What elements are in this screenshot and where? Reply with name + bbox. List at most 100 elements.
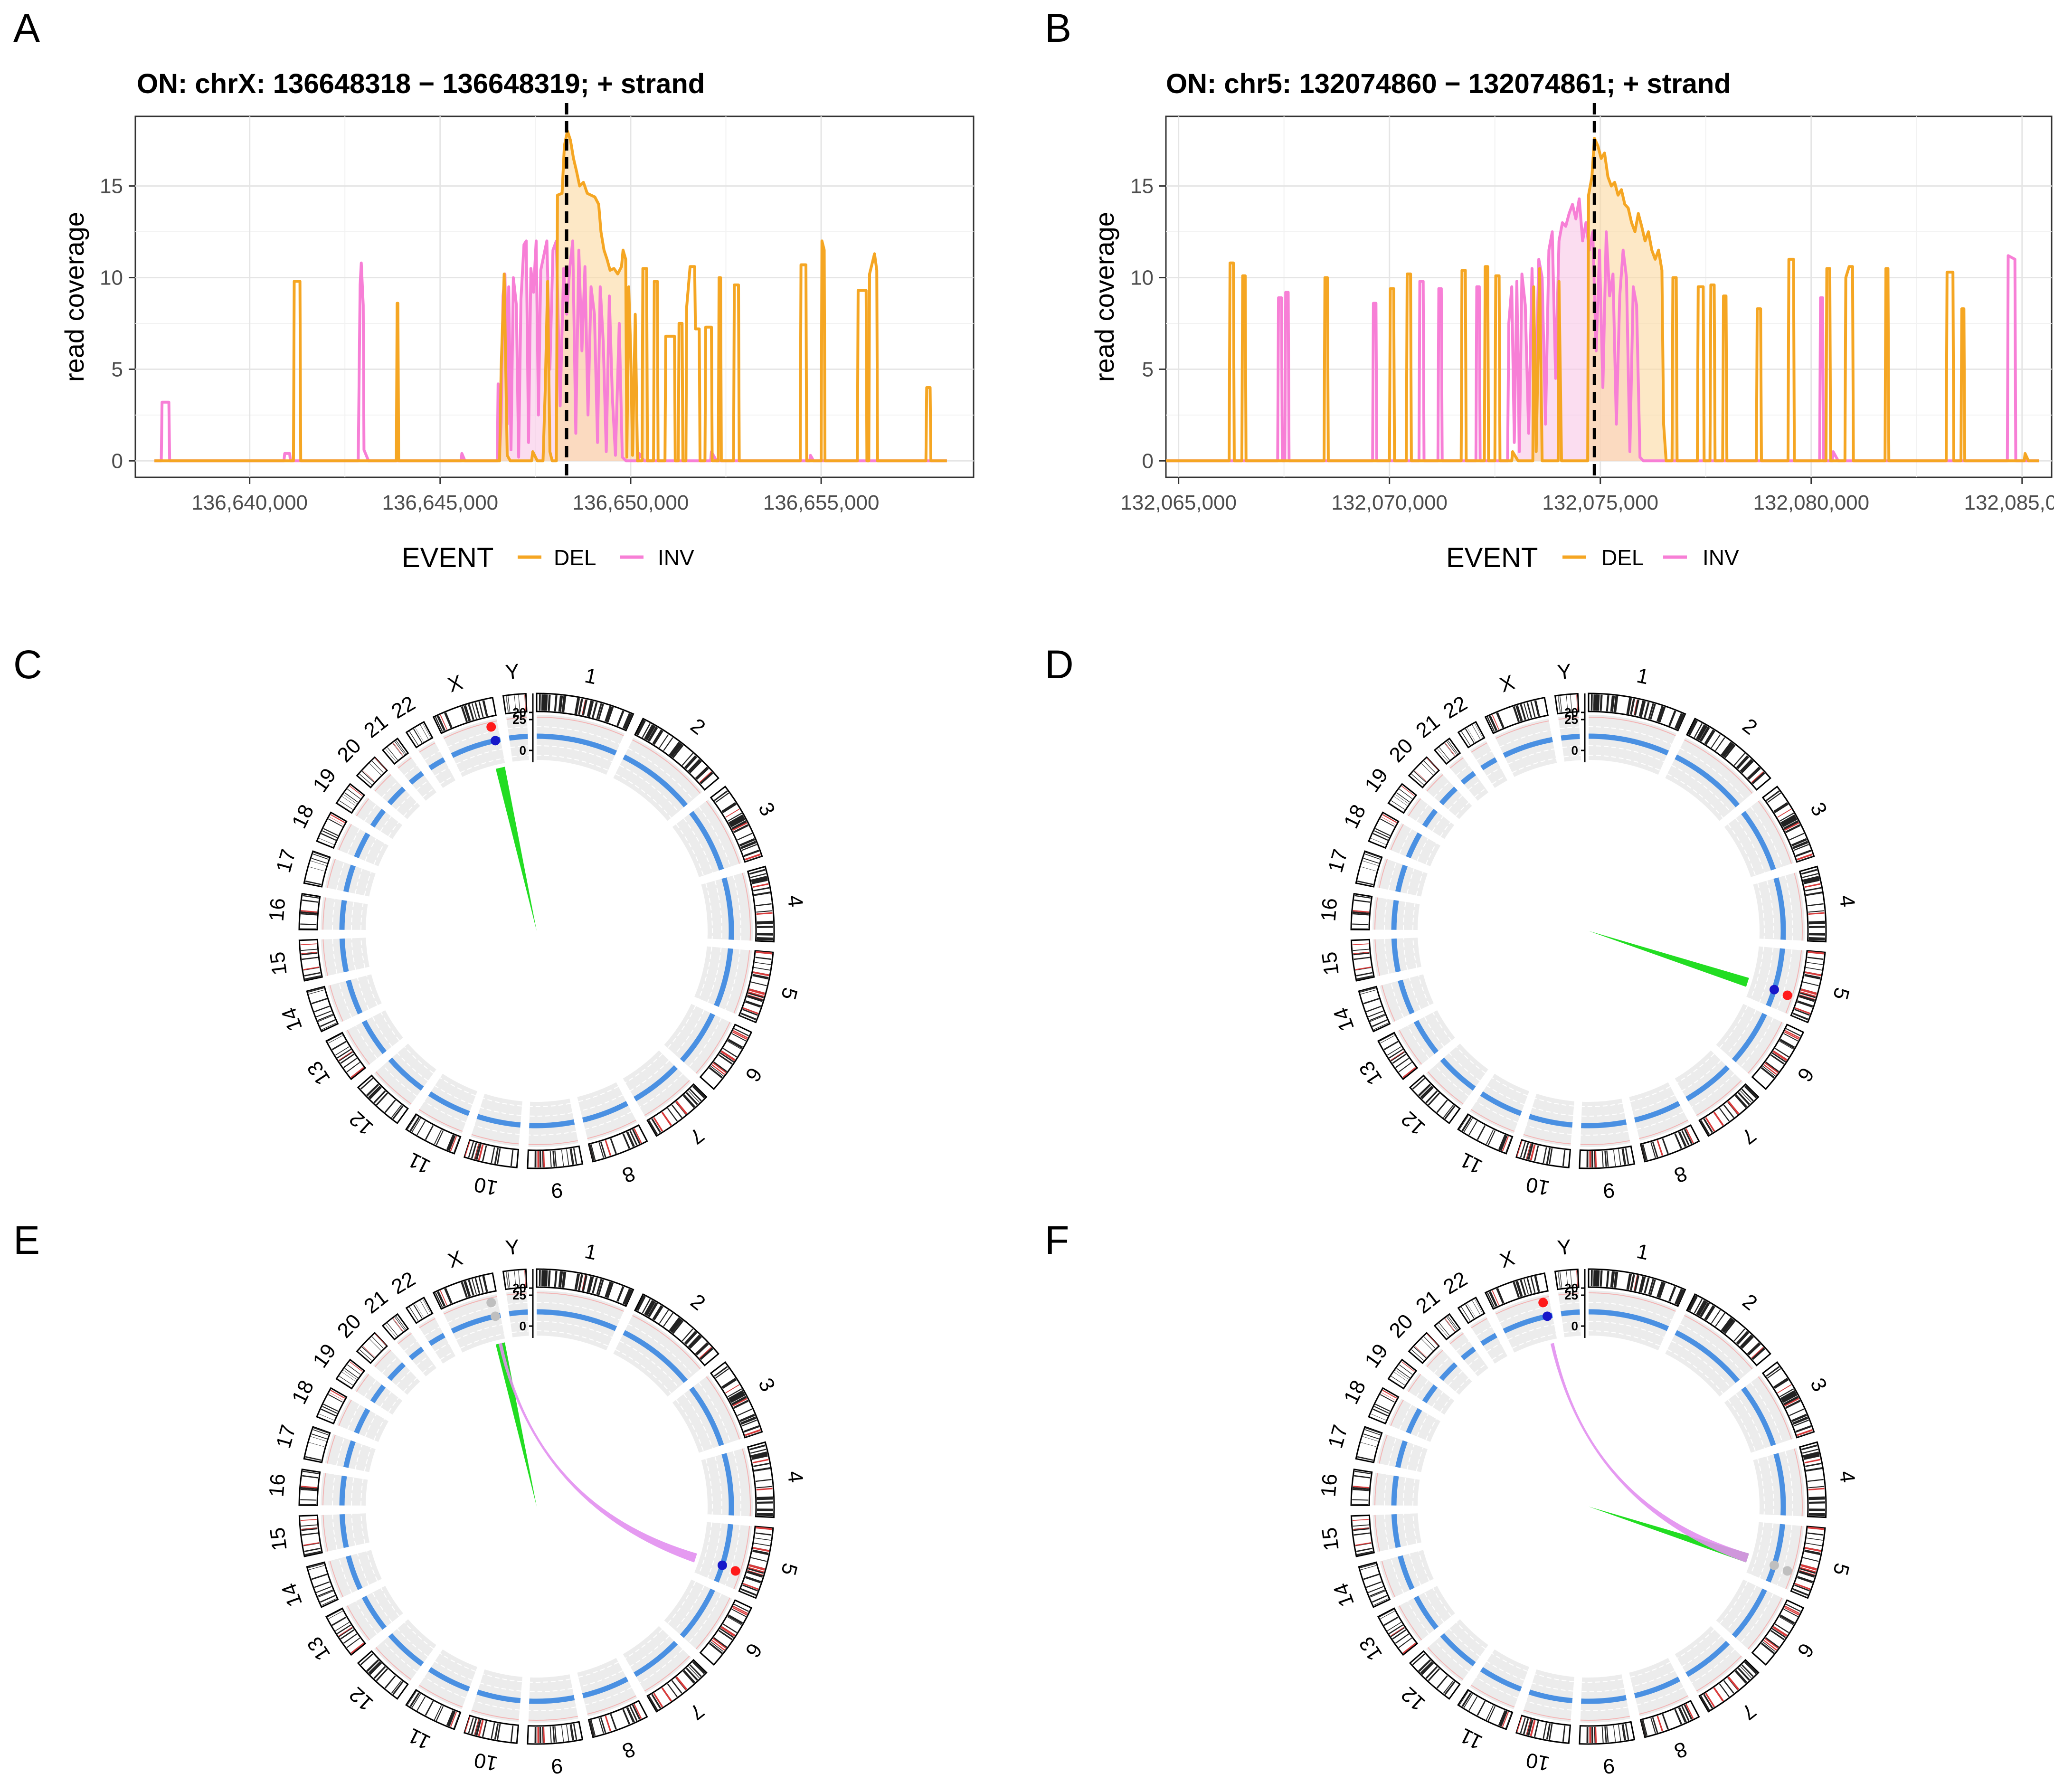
- circos-d-band: [1656, 1140, 1664, 1156]
- circos-e-band: [569, 1724, 573, 1741]
- circos-e-band: [632, 1705, 640, 1720]
- circos-c-red-track-line: [338, 824, 352, 851]
- circos-d-chrom-label: 8: [1671, 1161, 1690, 1187]
- circos-c-coverage-line: [476, 1114, 521, 1128]
- circos-c-band: [647, 726, 658, 742]
- circos-e-band: [359, 1349, 372, 1361]
- circos-e-band: [367, 1660, 379, 1672]
- circos-f-band: [1557, 1272, 1561, 1288]
- circos-e-track-gridline: [355, 1601, 378, 1635]
- circos-f-band: [1800, 1564, 1817, 1571]
- circos-e-band: [392, 1318, 403, 1332]
- circos-d-red-track-line: [1427, 1071, 1464, 1105]
- circos-d-ideogram: [1790, 950, 1826, 1024]
- circos-f-band: [1374, 1406, 1390, 1414]
- circos-d-band: [1419, 1084, 1431, 1097]
- circos-f-red-track-line: [1523, 1709, 1571, 1720]
- circos-d-band: [1354, 895, 1371, 899]
- plot-b-legend-label-del: DEL: [1601, 545, 1644, 570]
- circos-c-track-gridline: [530, 1112, 573, 1117]
- circos-f-chrom-label: X: [1497, 1246, 1517, 1273]
- circos-d-red-track-line: [1496, 720, 1549, 739]
- circos-e-band: [731, 1609, 747, 1617]
- circos-e-band: [732, 1607, 748, 1616]
- circos-c-chrom-15: 15: [265, 938, 370, 982]
- circos-e-track-gridline: [536, 1321, 613, 1338]
- circos-e-red-track-line: [375, 1647, 412, 1680]
- circos-d-band: [1747, 767, 1761, 780]
- circos-e-band: [685, 1668, 698, 1681]
- circos-c-track-gridline: [424, 750, 440, 761]
- circos-e-track-gridline: [683, 1394, 713, 1449]
- circos-d-band: [1389, 803, 1403, 813]
- circos-f-band: [1634, 1275, 1640, 1291]
- circos-d-band: [1425, 1090, 1438, 1103]
- circos-d-band: [1426, 1091, 1438, 1103]
- circos-d-track-gridline: [1682, 1060, 1722, 1091]
- circos-e-band: [721, 1377, 737, 1389]
- circos-d-band: [1520, 1142, 1525, 1158]
- circos-d-band: [1353, 912, 1369, 915]
- circos-c-band: [695, 767, 709, 780]
- circos-e-band: [305, 1456, 322, 1460]
- circos-e-band: [420, 1300, 429, 1315]
- circos-c-band: [675, 1100, 688, 1115]
- circos-e-point: [486, 1298, 496, 1308]
- circos-f-band: [1360, 1565, 1377, 1570]
- circos-c-chrom-11: 11: [404, 1073, 478, 1178]
- circos-d-coverage-line: [1561, 733, 1580, 741]
- circos-f-band: [1353, 1524, 1369, 1527]
- circos-d-track-gridline: [1406, 868, 1415, 894]
- circos-c-track-gridline: [474, 1125, 520, 1135]
- circos-c-coverage-line: [346, 979, 363, 1015]
- circos-e-coverage-line: [346, 1555, 363, 1590]
- circos-e-band: [549, 1726, 552, 1743]
- circos-c-band: [740, 1013, 757, 1021]
- circos-e-band: [322, 1406, 338, 1414]
- circos-e-band: [718, 1630, 733, 1640]
- circos-c-chrom-7: 7: [623, 1050, 709, 1149]
- circos-f-chrom-label: 19: [1360, 1340, 1392, 1372]
- circos-e-band: [740, 1416, 757, 1425]
- circos-e-band: [328, 1394, 343, 1403]
- plot-b-legend: EVENT DEL INV: [1446, 542, 1739, 573]
- circos-e-band: [321, 1408, 336, 1416]
- circos-f-band: [1656, 1716, 1664, 1732]
- circos-f-chrom-label: 14: [1329, 1580, 1359, 1610]
- circos-e-chrom-8: 8: [577, 1658, 648, 1763]
- circos-c-band: [725, 808, 740, 818]
- circos-f-band: [1526, 1719, 1532, 1735]
- circos-f-track-gridline: [1562, 1321, 1581, 1324]
- circos-c-band: [714, 790, 728, 801]
- circos-f-track-gridline: [1784, 1451, 1793, 1516]
- circos-d-band: [1530, 701, 1536, 718]
- circos-c-band: [711, 1064, 725, 1075]
- circos-d-red-track-line: [1758, 800, 1792, 864]
- circos-e-coverage-line: [428, 1333, 445, 1346]
- circos-d-red-track-line: [1580, 1140, 1630, 1146]
- circos-c-track-gridline: [380, 1012, 400, 1041]
- circos-f-track-bg: [1753, 1448, 1805, 1517]
- circos-c-band: [447, 1135, 454, 1150]
- circos-d-band: [1467, 728, 1476, 742]
- circos-d-band: [1372, 1019, 1388, 1027]
- circos-f-band: [1711, 1309, 1721, 1324]
- circos-c-band: [626, 1132, 634, 1147]
- circos-e-band: [518, 1271, 520, 1287]
- circos-c-band: [444, 712, 453, 728]
- circos-f-band: [1807, 1479, 1824, 1482]
- circos-f-chrom-4: 4: [1753, 1441, 1859, 1518]
- circos-f-chrom-6: 6: [1716, 1579, 1818, 1666]
- circos-c-band: [335, 1046, 350, 1056]
- circos-e-band: [416, 1696, 426, 1711]
- circos-d-ideogram: [1433, 737, 1461, 765]
- circos-f-band: [1360, 1562, 1376, 1567]
- circos-c-band: [350, 1067, 364, 1078]
- circos-e-scale-label: 0: [520, 1319, 526, 1333]
- circos-f-chrom-label: 7: [1737, 1699, 1760, 1725]
- circos-d-band: [1780, 1039, 1795, 1048]
- circos-e-track-gridline: [578, 1661, 619, 1678]
- circos-d-track-gridline: [1434, 1065, 1469, 1097]
- circos-e-band: [732, 1398, 748, 1407]
- circos-e-ideogram: [357, 1650, 409, 1700]
